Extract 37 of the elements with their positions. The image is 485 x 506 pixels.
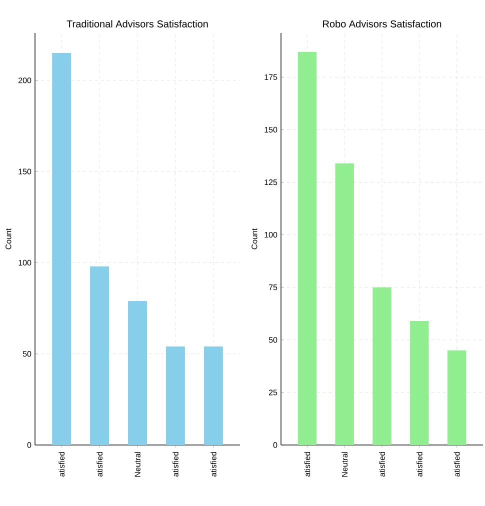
x-tick-label: atisfied bbox=[96, 452, 102, 477]
y-tick-label: 100 bbox=[18, 260, 32, 266]
y-tick-label: 150 bbox=[264, 126, 278, 133]
y-axis-title: Count bbox=[252, 228, 258, 250]
x-tick-label: atisfied bbox=[454, 452, 460, 477]
bar bbox=[128, 300, 147, 445]
y-tick-label: 200 bbox=[18, 78, 32, 84]
x-tick-label: Neutral bbox=[134, 452, 140, 477]
x-tick-label: atisfied bbox=[416, 452, 422, 477]
bar bbox=[372, 287, 392, 445]
chart-title: Robo Advisors Satisfaction bbox=[323, 20, 442, 28]
x-tick-label: atisfied bbox=[172, 452, 178, 477]
y-axis-title: Count bbox=[6, 228, 12, 250]
y-tick-label: 75 bbox=[268, 284, 278, 290]
y-tick-label: 0 bbox=[27, 442, 32, 448]
x-tick-label: Neutral bbox=[342, 452, 348, 477]
x-tick-label: atisfied bbox=[304, 452, 310, 477]
bar bbox=[410, 320, 429, 445]
y-tick-label: 50 bbox=[22, 351, 32, 357]
bar bbox=[204, 346, 223, 445]
x-tick-label: atisfied bbox=[58, 452, 65, 477]
x-tick-label: atisfied bbox=[210, 452, 216, 477]
bar bbox=[52, 53, 72, 445]
y-tick-label: 100 bbox=[264, 232, 278, 238]
bar bbox=[447, 350, 466, 445]
y-tick-label: 175 bbox=[264, 74, 278, 80]
bar bbox=[298, 52, 317, 445]
y-tick-label: 0 bbox=[273, 442, 278, 448]
chart-title: Traditional Advisors Satisfaction bbox=[66, 20, 208, 28]
bar bbox=[166, 346, 185, 445]
bar bbox=[335, 163, 354, 445]
y-tick-label: 125 bbox=[264, 179, 278, 186]
y-tick-label: 25 bbox=[268, 390, 278, 396]
y-tick-label: 150 bbox=[18, 168, 32, 174]
x-tick-label: atisfied bbox=[379, 452, 385, 477]
y-tick-label: 50 bbox=[268, 337, 278, 343]
bar bbox=[90, 266, 110, 445]
